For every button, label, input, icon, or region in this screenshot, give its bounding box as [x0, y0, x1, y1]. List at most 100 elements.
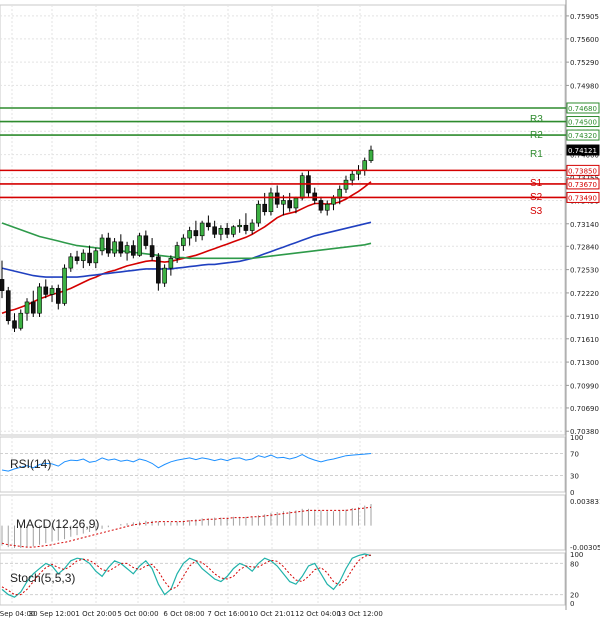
candle-body: [268, 192, 274, 213]
stoch-tick-label: 80: [570, 560, 579, 568]
candle-body: [149, 245, 155, 258]
panel-frame-3: [0, 552, 566, 606]
pivot-tag-s2: 0.73670: [568, 181, 597, 189]
candle-body: [299, 175, 305, 199]
candle-body: [174, 245, 180, 259]
candle-body: [112, 241, 117, 254]
pivot-tag-box: [566, 102, 600, 114]
pivot-tag-box: [566, 129, 600, 141]
candle-body: [256, 203, 261, 224]
stoch-label: Stoch(5,5,3): [10, 571, 75, 585]
candle-body: [49, 288, 55, 295]
candle-body: [68, 256, 74, 269]
candle-body: [249, 222, 255, 231]
y-tick-label: 0.70690: [570, 405, 599, 413]
candle-body: [131, 245, 136, 256]
pivot-tag-r2: 0.74500: [568, 119, 597, 127]
candle-body: [368, 149, 374, 161]
stoch-d-line: [1, 554, 372, 596]
rsi-tick-label: 70: [570, 451, 579, 459]
pivot-tag-r3: 0.74680: [568, 105, 597, 113]
candle-body: [137, 235, 142, 256]
last-price-box: [566, 144, 600, 156]
candle-body: [224, 227, 230, 235]
y-tick-label: 0.75600: [570, 36, 599, 44]
pivot-label-s2: S2: [530, 192, 543, 203]
stoch-tick-label: 100: [570, 551, 583, 559]
pivot-label-r3: R3: [530, 114, 543, 125]
rsi-tick-label: 30: [570, 473, 579, 481]
y-tick-label: 0.70990: [570, 382, 599, 390]
candle-body: [106, 237, 111, 254]
pivot-label-r1: R1: [530, 149, 543, 160]
y-tick-label: 0.73140: [570, 221, 599, 229]
candle-body: [187, 230, 192, 239]
macd-tick-label: -0.003057: [570, 544, 600, 552]
candle-body: [62, 267, 67, 304]
pivot-tag-box: [566, 116, 600, 128]
candle-body: [124, 245, 130, 254]
y-tick-label: 0.75290: [570, 59, 599, 67]
candle-body: [181, 237, 186, 246]
x-tick-label: 12 Oct 04:00: [295, 610, 341, 618]
candle-body: [87, 252, 92, 264]
x-tick-label: 30 Sep 12:00: [29, 610, 76, 618]
pivot-tag-box: [566, 178, 600, 190]
y-tick-label: 0.72220: [570, 290, 599, 298]
rsi-tick-label: 100: [570, 434, 583, 442]
candle-body: [243, 224, 249, 231]
pivot-label-s1: S1: [530, 178, 543, 189]
x-tick-label: 29 Sep 04:00: [0, 610, 35, 618]
candle-body: [199, 222, 205, 237]
moving-average-line: [1, 222, 372, 260]
candle-body: [74, 256, 80, 261]
candle-body: [0, 279, 5, 291]
stoch-tick-label: 20: [570, 592, 579, 600]
candle-body: [349, 173, 355, 181]
candle-body: [293, 197, 299, 209]
candle-body: [24, 301, 30, 314]
candle-body: [30, 301, 36, 314]
candle-body: [212, 226, 217, 235]
candle-body: [12, 320, 17, 329]
x-tick-label: 10 Oct 21:01: [249, 610, 295, 618]
macd-tick-label: 0.003831: [570, 498, 600, 506]
pivot-tag-s1: 0.73850: [568, 167, 597, 175]
rsi-tick-label: 0: [570, 489, 574, 497]
macd-label: MACD(12,26,9): [16, 517, 99, 531]
candle-body: [206, 222, 211, 228]
pivot-tag-r1: 0.74320: [568, 132, 597, 140]
y-tick-label: 0.74980: [570, 82, 599, 90]
y-tick-label: 0.71610: [570, 336, 599, 344]
candle-body: [218, 227, 224, 235]
pivot-tag-box: [566, 164, 600, 176]
y-tick-label: 0.71300: [570, 359, 599, 367]
candle-body: [118, 241, 124, 254]
candle-body: [143, 235, 149, 246]
candle-body: [237, 224, 242, 228]
x-tick-label: 13 Oct 12:00: [337, 610, 383, 618]
x-tick-label: 5 Oct 00:00: [117, 610, 158, 618]
candle-body: [18, 312, 24, 329]
y-tick-label: 0.72530: [570, 267, 599, 275]
candle-body: [281, 200, 286, 205]
candle-body: [55, 288, 61, 304]
stoch-tick-label: 0: [570, 600, 574, 608]
candle-body: [156, 256, 161, 284]
candle-body: [43, 286, 49, 295]
x-tick-label: 6 Oct 08:00: [163, 610, 204, 618]
candle-body: [318, 200, 324, 211]
y-tick-label: 0.72840: [570, 243, 599, 251]
candle-body: [231, 226, 236, 235]
candle-body: [5, 290, 11, 322]
panel-frame-2: [0, 494, 566, 551]
candle-body: [274, 192, 280, 205]
x-tick-label: 7 Oct 16:00: [207, 610, 248, 618]
panel-frame-0: [0, 4, 566, 436]
rsi-label: RSI(14): [10, 457, 51, 471]
candle-body: [193, 230, 199, 237]
candle-body: [331, 197, 336, 205]
candle-body: [287, 200, 292, 209]
candle-body: [262, 203, 267, 213]
pivot-label-r2: R2: [530, 130, 543, 141]
